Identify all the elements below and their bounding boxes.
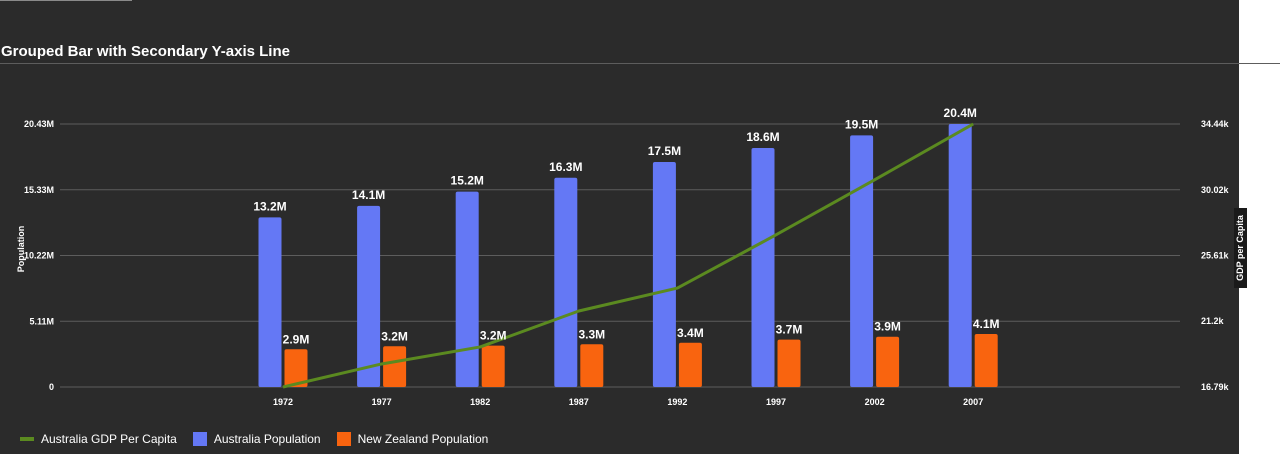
bar-nz-population [481,345,505,387]
bar-nz-population [678,342,702,387]
bars [258,124,998,387]
legend-label-australia: Australia Population [213,432,321,446]
legend-item-australia-population[interactable]: Australia Population [192,432,321,446]
bar-nz-population [974,334,998,387]
y-right-tick-label: 34.44k [1201,119,1230,129]
legend-item-nz-population[interactable]: New Zealand Population [336,432,489,446]
data-labels: 13.2M 2.9M 14.1M 3.2M 15.2M 3.2M 16.3M 3.3M 17.5… [253,106,999,346]
left-axis: 0 5.11M 10.22M 15.33M 20.43M [24,119,54,392]
bar-australia-population [455,191,479,387]
data-label-nz: 3.9M [874,320,901,334]
data-label-australia: 19.5M [845,117,878,131]
bar-australia-population [751,148,775,387]
bar-nz-population [876,336,900,387]
legend: Australia GDP Per Capita Australia Popul… [20,430,488,448]
y-right-tick-label: 30.02k [1201,185,1230,195]
chart-panel [0,0,1239,454]
bar-nz-population [777,339,801,387]
y-right-tick-label: 16.79k [1201,382,1230,392]
data-label-australia: 16.3M [549,160,582,174]
bar-australia-population [850,135,874,387]
data-label-nz: 3.2M [381,329,408,343]
y-left-tick-label: 0 [49,382,54,392]
x-tick-label: 1997 [766,397,786,407]
data-label-nz: 3.4M [677,326,704,340]
data-label-australia: 20.4M [944,106,977,120]
y-left-tick-label: 20.43M [24,119,54,129]
y-right-axis-label: GDP per Capita [1235,214,1245,281]
right-axis: 16.79k 21.2k 25.61k 30.02k 34.44k [1201,119,1230,392]
data-label-australia: 13.2M [253,199,286,213]
legend-swatch-australia [192,432,207,446]
bar-nz-population [383,346,407,387]
chart-title: Grouped Bar with Secondary Y-axis Line [1,43,290,60]
bar-australia-population [258,217,282,387]
bar-australia-population [554,177,578,387]
legend-label-nz: New Zealand Population [357,432,489,446]
legend-item-australia-gdp[interactable]: Australia GDP Per Capita [20,432,177,446]
y-left-tick-label: 15.33M [24,185,54,195]
gdp-line [282,122,974,389]
title-divider [0,63,1280,64]
data-label-australia: 14.1M [352,188,385,202]
x-tick-label: 2002 [865,397,885,407]
y-left-axis-label: Population [16,226,26,273]
gridlines [60,123,1180,388]
x-tick-label: 1982 [470,397,490,407]
x-tick-label: 2007 [963,397,983,407]
data-label-nz: 2.9M [283,332,310,346]
y-right-tick-label: 25.61k [1201,250,1230,260]
bar-australia-population [948,124,972,387]
legend-label-gdp: Australia GDP Per Capita [41,432,177,446]
data-label-nz: 3.7M [776,323,803,337]
x-tick-label: 1992 [667,397,687,407]
x-axis: 1972 1977 1982 1987 1992 1997 2002 2007 [273,397,983,407]
legend-swatch-nz [336,432,351,446]
x-tick-label: 1987 [569,397,589,407]
data-label-australia: 17.5M [648,144,681,158]
y-right-axis-label-bg [1234,208,1247,288]
data-label-nz: 3.3M [578,327,605,341]
y-right-tick-label: 21.2k [1201,316,1225,326]
data-label-australia: 15.2M [451,174,484,188]
bar-nz-population [284,349,308,387]
data-label-nz: 3.2M [480,329,507,343]
bar-australia-population [652,161,676,387]
bar-australia-population [357,205,381,387]
data-label-australia: 18.6M [746,130,779,144]
y-left-tick-label: 10.22M [24,251,54,261]
y-left-tick-label: 5.11M [29,316,54,326]
x-tick-label: 1977 [372,397,392,407]
data-label-nz: 4.1M [973,317,1000,331]
top-tab-indicator [0,0,132,1]
x-tick-label: 1972 [273,397,293,407]
legend-swatch-gdp [20,437,34,441]
line-australia-gdp [282,122,974,389]
bar-nz-population [580,344,604,387]
